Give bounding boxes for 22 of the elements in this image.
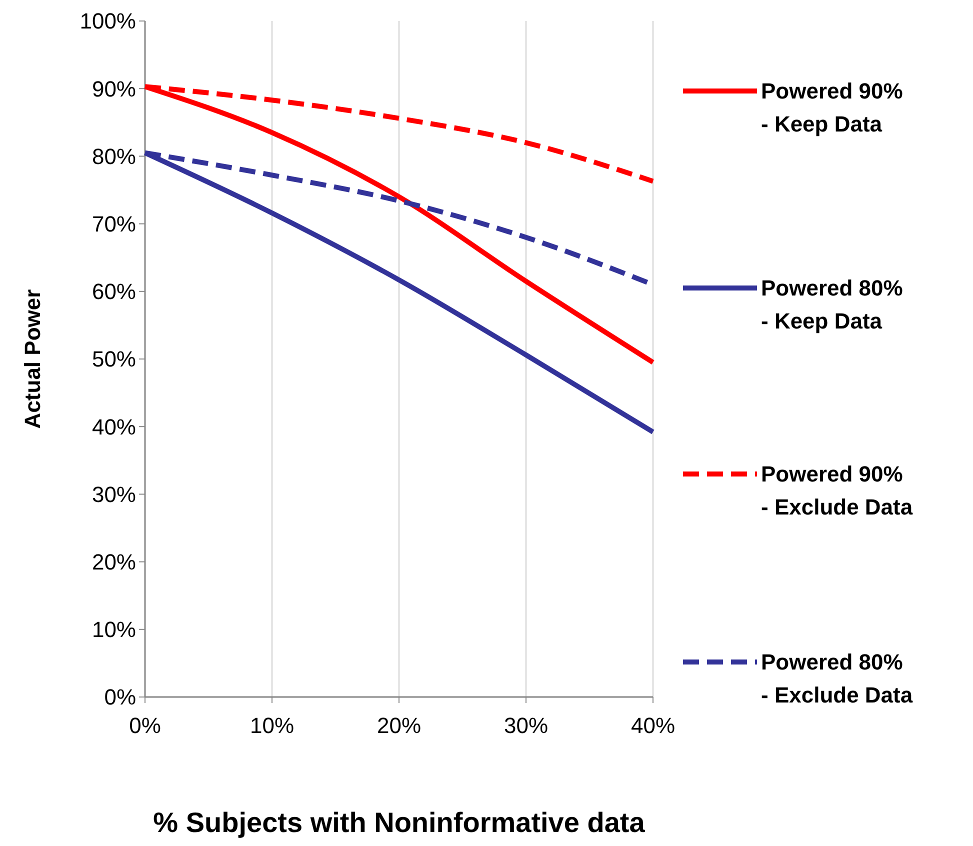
x-tick-label: 0% <box>129 713 161 738</box>
y-tick-label: 60% <box>92 279 136 304</box>
y-tick-label: 20% <box>92 550 136 574</box>
x-tick-label: 10% <box>250 713 294 738</box>
y-tick-label: 40% <box>92 414 136 440</box>
legend-label: Powered 90% - Keep Data <box>761 78 903 137</box>
x-tick-label: 30% <box>504 713 548 738</box>
y-tick-label: 90% <box>92 76 136 102</box>
x-tick-label: 40% <box>630 713 676 738</box>
y-tick-label: 50% <box>92 346 136 372</box>
y-tick-label: 70% <box>92 212 136 236</box>
x-axis-title: % Subjects with Noninformative data <box>153 807 646 838</box>
y-tick-label: 100% <box>80 8 136 34</box>
legend-label: Powered 80% - Keep Data <box>761 276 903 334</box>
y-tick-label: 80% <box>92 144 136 169</box>
legend-label: Powered 80% - Exclude Data <box>761 650 914 708</box>
y-tick-label: 0% <box>104 684 136 710</box>
y-axis-title: Actual Power <box>20 288 45 429</box>
x-tick-label: 20% <box>376 713 422 738</box>
y-tick-label: 10% <box>92 617 136 642</box>
legend-label: Powered 90% - Exclude Data <box>761 462 914 520</box>
y-tick-label: 30% <box>92 482 136 507</box>
